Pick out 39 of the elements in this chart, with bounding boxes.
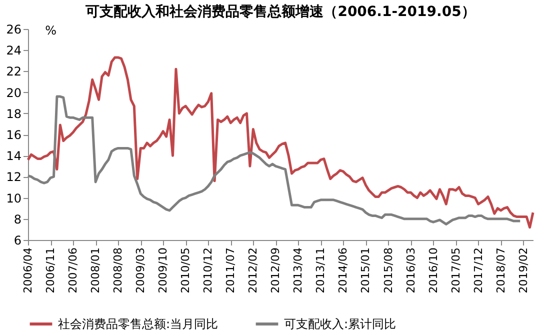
y-tick-label: 6 xyxy=(14,234,22,248)
legend-label: 社会消费品零售总额:当月同比 xyxy=(58,317,218,331)
x-tick-label: 2009/10 xyxy=(156,248,170,294)
x-tick-label: 2007/06 xyxy=(66,248,80,294)
x-tick-label: 2008/08 xyxy=(112,248,125,294)
line-series xyxy=(26,56,534,229)
x-tick-label: 2012/02 xyxy=(246,248,260,294)
x-tick-label: 2006/11 xyxy=(44,248,58,294)
y-tick-label: 22 xyxy=(6,64,22,79)
y-tick-label: 8 xyxy=(14,212,22,226)
y-tick-label: 26 xyxy=(6,22,22,36)
x-tick-label: 2013/04 xyxy=(292,248,305,294)
legend-label: 可支配收入:累计同比 xyxy=(284,317,396,331)
x-tick-label: 2013/11 xyxy=(314,248,328,294)
chart-title: 可支配收入和社会消费品零售总额增速（2006.1-2019.05） xyxy=(84,3,476,20)
x-tick-label: 2016/03 xyxy=(404,248,418,294)
y-tick-label: 18 xyxy=(6,106,22,121)
x-tick-label: 2010/05 xyxy=(179,248,192,294)
x-tick-label: 2018/07 xyxy=(494,248,508,294)
y-axis-title: % xyxy=(45,24,56,38)
x-tick-label: 2008/01 xyxy=(89,248,102,294)
x-tick-label: 2016/10 xyxy=(426,248,440,294)
x-tick-label: 2010/12 xyxy=(202,248,215,294)
x-tick-label: 2011/07 xyxy=(224,248,238,294)
x-tick-label: 2019/02 xyxy=(516,248,530,294)
x-tick-label: 2015/01 xyxy=(359,248,372,294)
x-tick-label: 2012/09 xyxy=(269,248,282,294)
y-tick-label: 20 xyxy=(6,86,22,100)
x-tick-label: 2014/06 xyxy=(336,248,350,294)
x-tick-label: 2017/05 xyxy=(449,248,462,294)
x-tick-label: 2009/03 xyxy=(134,248,148,294)
y-tick-label: 12 xyxy=(6,170,22,184)
y-tick-label: 10 xyxy=(6,191,22,206)
y-tick-label: 14 xyxy=(6,149,22,164)
x-tick-label: 2006/04 xyxy=(22,248,34,294)
y-tick-label: 24 xyxy=(6,44,22,58)
x-tick-label: 2015/08 xyxy=(382,248,395,294)
y-tick-label: 16 xyxy=(6,128,22,142)
x-tick-label: 2017/12 xyxy=(472,248,485,294)
